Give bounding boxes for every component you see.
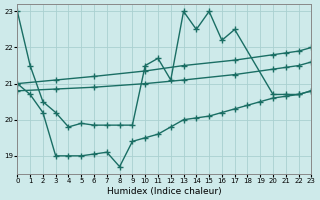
X-axis label: Humidex (Indice chaleur): Humidex (Indice chaleur) <box>107 187 222 196</box>
